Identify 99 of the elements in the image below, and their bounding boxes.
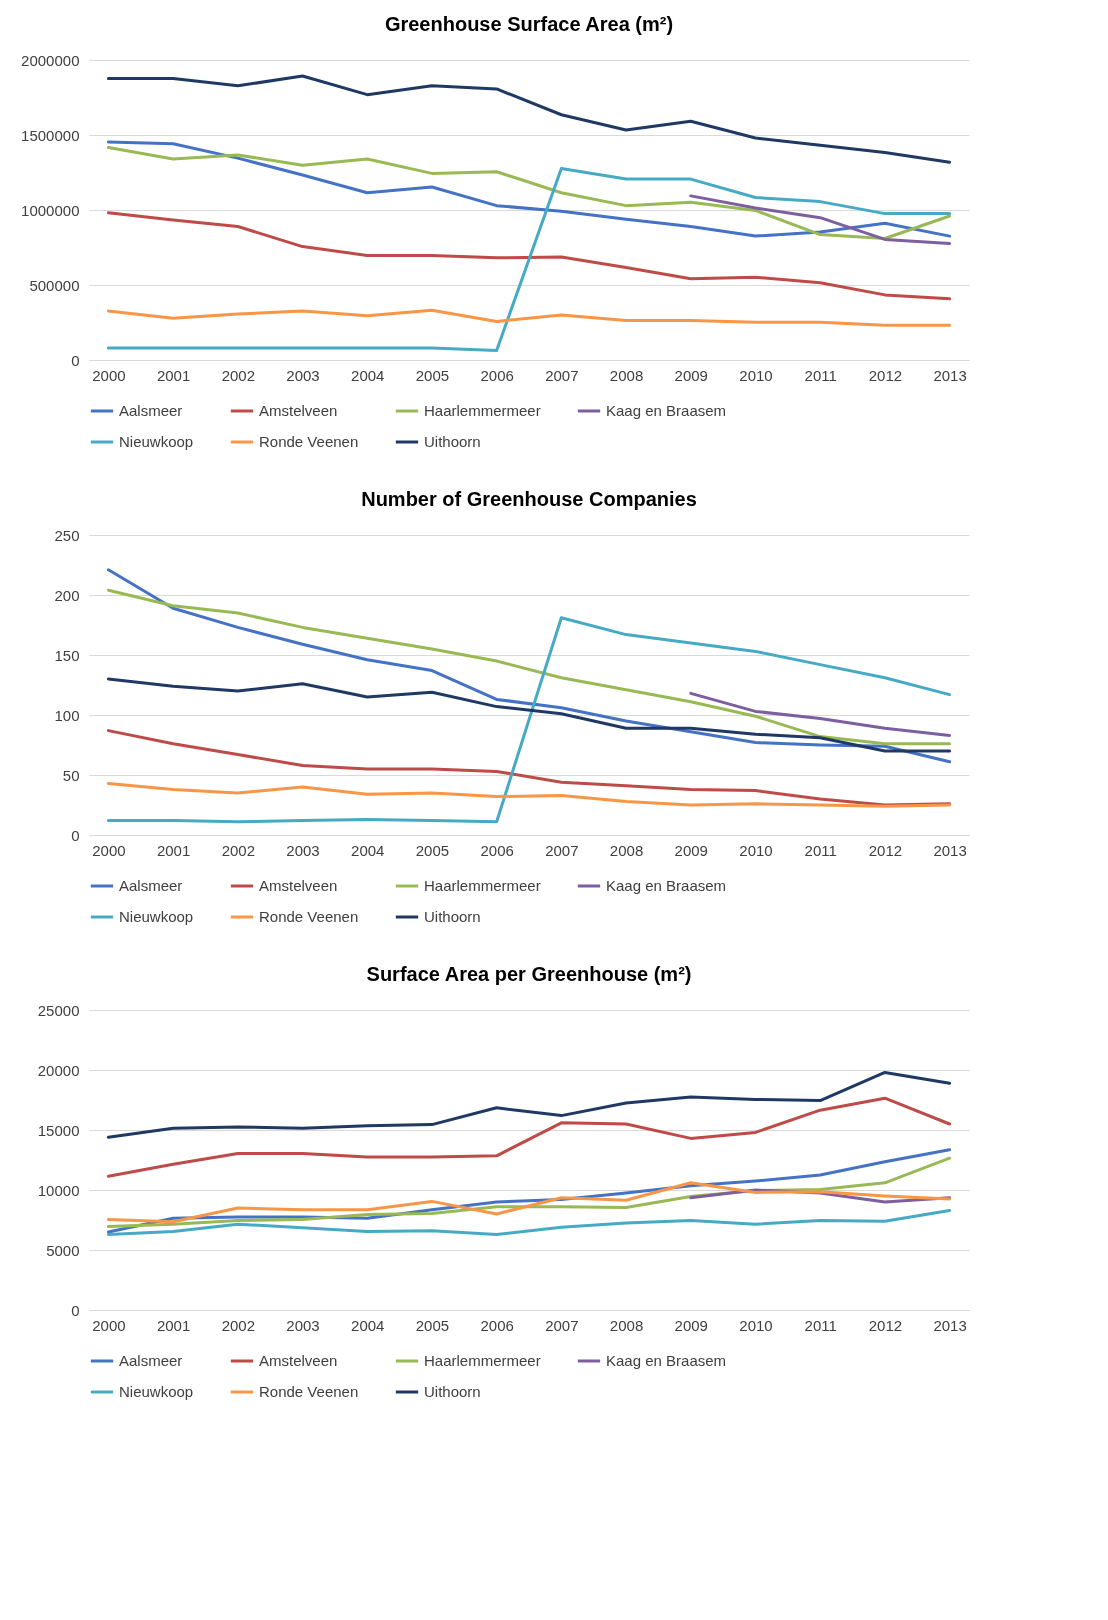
legend-label: Uithoorn bbox=[424, 908, 481, 925]
line-series bbox=[106, 1181, 952, 1224]
y-tick-label: 5000 bbox=[46, 1241, 80, 1259]
x-tick-label: 2009 bbox=[674, 1316, 708, 1334]
x-tick-label: 2000 bbox=[92, 841, 126, 859]
legend-label: Amstelveen bbox=[259, 402, 338, 419]
y-tick-label: 2000000 bbox=[21, 51, 80, 69]
x-tick-label: 2011 bbox=[804, 841, 837, 859]
x-tick-label: 2000 bbox=[92, 366, 126, 384]
y-tick-label: 100 bbox=[54, 706, 80, 724]
x-tick-label: 2013 bbox=[933, 366, 967, 384]
legend-label: Nieuwkoop bbox=[119, 908, 194, 925]
x-tick-label: 2006 bbox=[480, 366, 514, 384]
x-tick-label: 2005 bbox=[415, 1316, 450, 1334]
x-tick-label: 2004 bbox=[351, 841, 385, 859]
line-series bbox=[106, 588, 952, 746]
x-tick-label: 2010 bbox=[739, 366, 773, 384]
x-tick-label: 2008 bbox=[609, 841, 644, 859]
chart-title: Greenhouse Surface Area (m²) bbox=[384, 13, 674, 35]
line-series bbox=[689, 194, 952, 245]
x-tick-label: 2003 bbox=[286, 366, 320, 384]
x-tick-label: 2012 bbox=[868, 366, 903, 384]
x-tick-label: 2006 bbox=[480, 841, 514, 859]
line-series bbox=[106, 1208, 952, 1236]
legend-label: Kaag en Braasem bbox=[606, 877, 727, 894]
x-tick-label: 2006 bbox=[480, 1316, 514, 1334]
y-tick-label: 0 bbox=[71, 826, 80, 844]
line-series bbox=[106, 677, 952, 753]
legend-label: Ronde Veenen bbox=[259, 1383, 359, 1400]
y-tick-label: 15000 bbox=[37, 1121, 80, 1139]
legend-label: Kaag en Braasem bbox=[606, 1352, 727, 1369]
legend-label: Aalsmeer bbox=[119, 1352, 183, 1369]
legend-label: Nieuwkoop bbox=[119, 433, 194, 450]
x-tick-label: 2003 bbox=[286, 1316, 320, 1334]
x-tick-label: 2004 bbox=[351, 366, 385, 384]
y-tick-label: 500000 bbox=[29, 276, 80, 294]
x-tick-label: 2002 bbox=[221, 366, 256, 384]
x-tick-label: 2012 bbox=[868, 1316, 903, 1334]
chart-title: Surface Area per Greenhouse (m²) bbox=[366, 963, 692, 985]
y-tick-label: 20000 bbox=[37, 1061, 80, 1079]
line-series bbox=[106, 568, 952, 764]
y-tick-label: 10000 bbox=[37, 1181, 80, 1199]
x-tick-label: 2013 bbox=[933, 841, 967, 859]
legend-label: Aalsmeer bbox=[119, 877, 183, 894]
x-tick-label: 2001 bbox=[156, 841, 191, 859]
y-tick-label: 0 bbox=[71, 1301, 80, 1319]
line-series bbox=[106, 781, 952, 808]
legend-label: Uithoorn bbox=[424, 1383, 481, 1400]
legend-label: Amstelveen bbox=[259, 877, 338, 894]
x-tick-label: 2009 bbox=[674, 366, 708, 384]
x-tick-label: 2011 bbox=[804, 1316, 837, 1334]
line-series bbox=[106, 1096, 952, 1178]
x-tick-label: 2007 bbox=[545, 1316, 579, 1334]
y-tick-label: 0 bbox=[71, 351, 80, 369]
y-tick-label: 1500000 bbox=[21, 126, 80, 144]
x-tick-label: 2010 bbox=[739, 841, 773, 859]
x-tick-label: 2005 bbox=[415, 841, 450, 859]
line-series bbox=[106, 211, 952, 301]
x-tick-label: 2001 bbox=[156, 1316, 191, 1334]
legend-label: Amstelveen bbox=[259, 1352, 338, 1369]
x-tick-label: 2007 bbox=[545, 366, 579, 384]
x-tick-label: 2008 bbox=[609, 366, 644, 384]
y-tick-label: 250 bbox=[54, 526, 80, 544]
x-tick-label: 2004 bbox=[351, 1316, 385, 1334]
x-tick-label: 2011 bbox=[804, 366, 837, 384]
y-tick-label: 200 bbox=[54, 586, 80, 604]
line-series bbox=[106, 729, 952, 807]
line-series bbox=[106, 308, 952, 327]
y-tick-label: 50 bbox=[62, 766, 80, 784]
legend-label: Haarlemmermeer bbox=[424, 877, 541, 894]
chart-title: Number of Greenhouse Companies bbox=[361, 488, 697, 510]
x-tick-label: 2013 bbox=[933, 1316, 967, 1334]
x-tick-label: 2005 bbox=[415, 366, 450, 384]
x-tick-label: 2007 bbox=[545, 841, 579, 859]
legend-label: Aalsmeer bbox=[119, 402, 183, 419]
legend-label: Kaag en Braasem bbox=[606, 402, 727, 419]
x-tick-label: 2012 bbox=[868, 841, 903, 859]
legend-label: Haarlemmermeer bbox=[424, 402, 541, 419]
legend-label: Ronde Veenen bbox=[259, 908, 359, 925]
legend-label: Ronde Veenen bbox=[259, 433, 359, 450]
line-series bbox=[106, 1070, 952, 1139]
line-series bbox=[106, 616, 952, 824]
x-tick-label: 2003 bbox=[286, 841, 320, 859]
legend-label: Nieuwkoop bbox=[119, 1383, 194, 1400]
legend-label: Uithoorn bbox=[424, 433, 481, 450]
line-series bbox=[106, 167, 952, 352]
x-tick-label: 2008 bbox=[609, 1316, 644, 1334]
x-tick-label: 2002 bbox=[221, 841, 256, 859]
y-tick-label: 1000000 bbox=[21, 201, 80, 219]
y-tick-label: 150 bbox=[54, 646, 80, 664]
x-tick-label: 2000 bbox=[92, 1316, 126, 1334]
line-series bbox=[106, 74, 952, 164]
y-tick-label: 25000 bbox=[37, 1001, 80, 1019]
line-series bbox=[689, 691, 952, 737]
x-tick-label: 2009 bbox=[674, 841, 708, 859]
x-tick-label: 2001 bbox=[156, 366, 191, 384]
x-tick-label: 2010 bbox=[739, 1316, 773, 1334]
legend-label: Haarlemmermeer bbox=[424, 1352, 541, 1369]
x-tick-label: 2002 bbox=[221, 1316, 256, 1334]
